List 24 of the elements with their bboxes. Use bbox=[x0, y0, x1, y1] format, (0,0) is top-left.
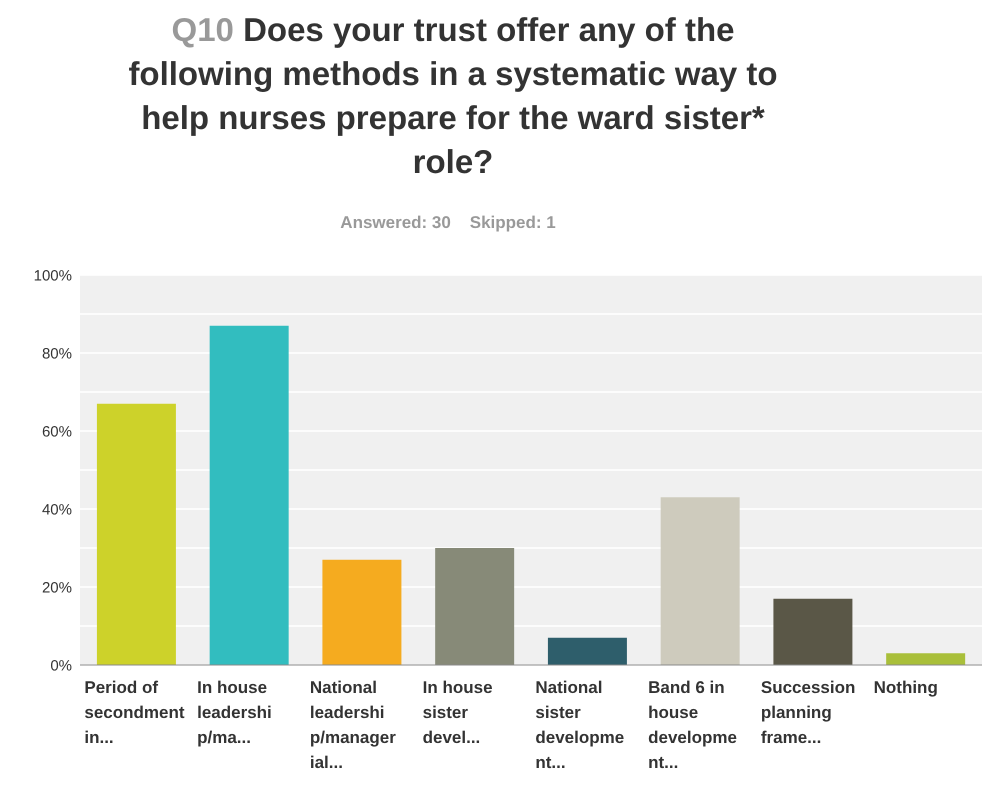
y-tick-label: 60% bbox=[42, 423, 72, 440]
x-tick-label: In house sister devel... bbox=[422, 678, 493, 747]
x-tick-label: Succession planning frame... bbox=[760, 678, 856, 747]
bar bbox=[210, 326, 289, 665]
x-tick-label: National leadership/managerial... bbox=[310, 678, 396, 772]
y-tick-label: 20% bbox=[42, 579, 72, 596]
y-tick-label: 80% bbox=[42, 345, 72, 362]
x-tick-label: In house leadership/ma... bbox=[197, 678, 272, 747]
x-tick-label: National sister development... bbox=[535, 678, 624, 772]
bar bbox=[548, 638, 627, 665]
bar bbox=[435, 548, 514, 665]
x-tick-label: Period of secondment in... bbox=[84, 678, 185, 747]
y-tick-label: 0% bbox=[50, 657, 72, 674]
bar bbox=[773, 598, 852, 665]
x-tick-label: Band 6 in house development... bbox=[648, 678, 737, 772]
bar bbox=[322, 560, 402, 665]
y-tick-label: 40% bbox=[42, 501, 72, 518]
y-tick-label: 100% bbox=[34, 267, 72, 284]
bar bbox=[886, 653, 966, 665]
bar bbox=[96, 404, 176, 665]
chart-subtitle: Answered: 30 Skipped: 1 bbox=[339, 213, 557, 233]
chart-title: Q10 Does your trust offer any of the following methods in a systematic way to help nurses prepare for the ward sister* role? bbox=[127, 10, 779, 182]
bar bbox=[660, 497, 740, 665]
x-tick-label: Nothing bbox=[874, 678, 938, 697]
